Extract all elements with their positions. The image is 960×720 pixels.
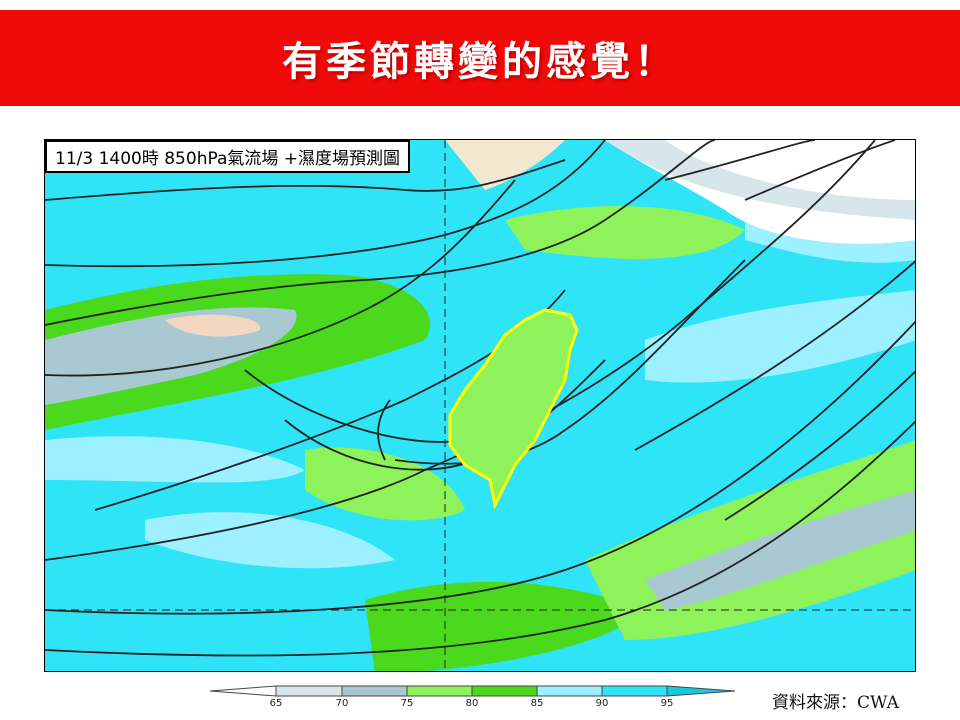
humidity-streamline-map (45, 140, 915, 671)
weather-map: 11/3 1400時 850hPa氣流場 +濕度場預測圖 (44, 139, 916, 672)
taiwan-outline (448, 308, 579, 510)
source-credit: 資料來源：CWA (772, 693, 899, 713)
banner-title: 有季節轉變的感覺！ (282, 39, 678, 85)
title-banner: 有季節轉變的感覺！ (0, 10, 960, 106)
colorbar-tick: 95 (660, 698, 674, 709)
colorbar-tick: 70 (335, 698, 349, 709)
humidity-colorbar (210, 685, 735, 697)
map-caption: 11/3 1400時 850hPa氣流場 +濕度場預測圖 (45, 140, 411, 173)
colorbar-tick: 80 (465, 698, 479, 709)
colorbar-tick: 85 (530, 698, 544, 709)
colorbar-tick: 90 (595, 698, 609, 709)
humidity-fill (45, 140, 915, 671)
colorbar-tick: 75 (400, 698, 414, 709)
colorbar-tick: 65 (269, 698, 283, 709)
